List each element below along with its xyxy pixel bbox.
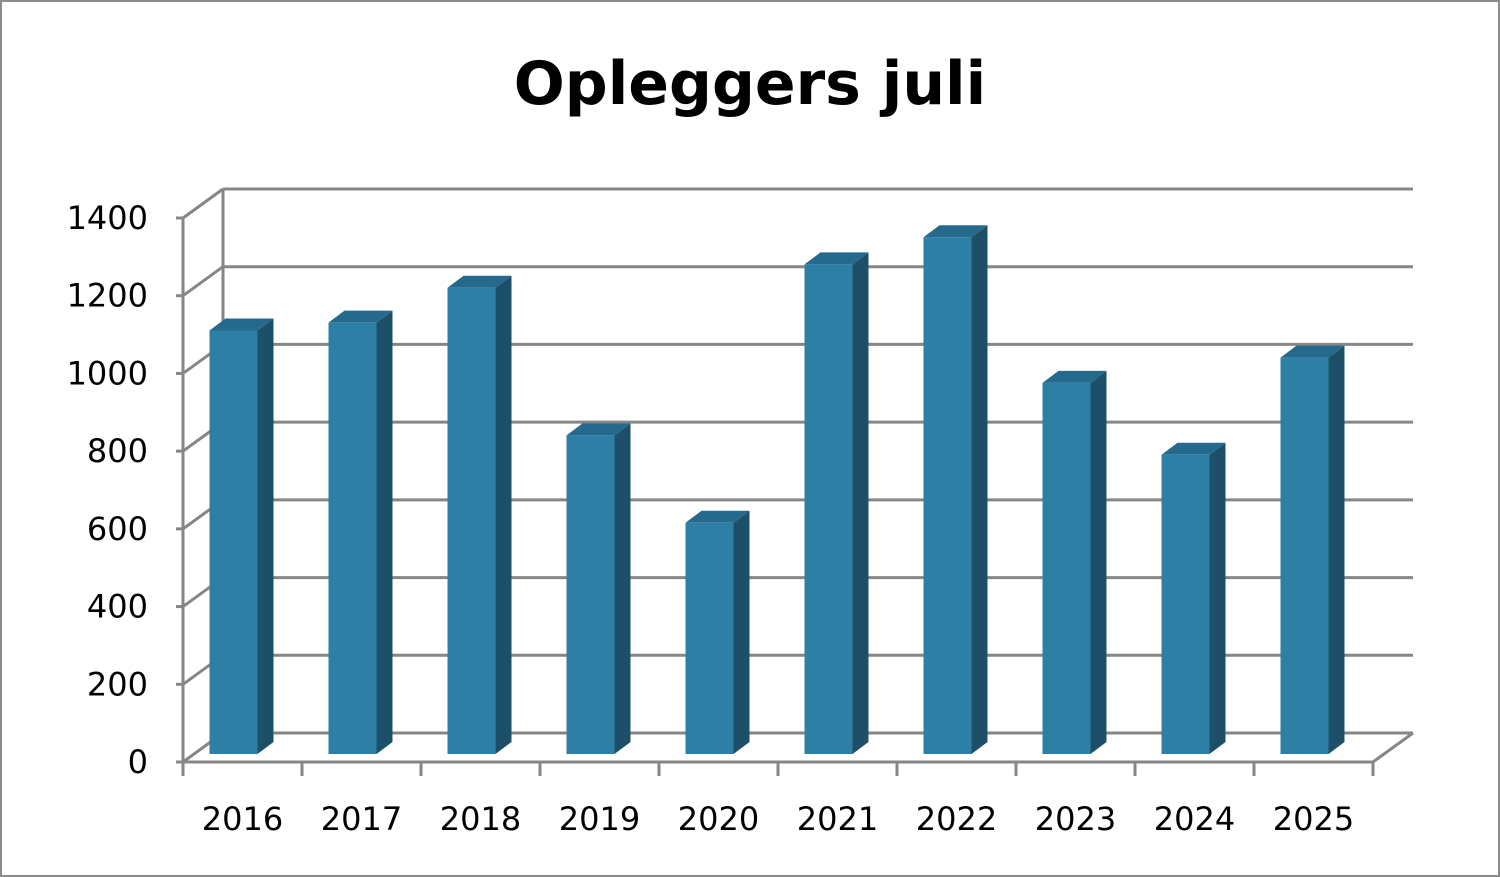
bar-top xyxy=(1280,345,1345,358)
gridline-depth xyxy=(182,265,224,297)
bar xyxy=(209,318,274,754)
y-tick-label: 1400 xyxy=(67,199,148,237)
bar xyxy=(447,275,512,754)
bar-side xyxy=(495,275,512,754)
bar xyxy=(685,510,750,754)
bar-top xyxy=(685,510,750,523)
bar-front xyxy=(209,330,258,754)
bars xyxy=(209,225,1345,754)
bar-side xyxy=(852,252,869,754)
bar-front xyxy=(804,264,853,754)
bar-side xyxy=(614,423,631,754)
bar xyxy=(1161,442,1226,754)
x-tick-label: 2020 xyxy=(678,800,759,838)
bar-front xyxy=(1042,382,1091,754)
bar xyxy=(566,423,631,754)
bar xyxy=(804,252,869,754)
bar-side xyxy=(1209,442,1226,754)
bar-top xyxy=(804,252,869,265)
bar-top xyxy=(1161,442,1226,455)
bar xyxy=(1280,345,1345,754)
bar-side xyxy=(1328,345,1345,754)
bar xyxy=(923,225,988,754)
bar-front xyxy=(328,322,377,754)
y-tick-label: 800 xyxy=(87,432,148,470)
bar-side xyxy=(257,318,274,754)
bar-top xyxy=(447,275,512,288)
bar-front xyxy=(566,435,615,754)
bar-front xyxy=(923,237,972,754)
x-tick-label: 2024 xyxy=(1154,800,1235,838)
bar-top xyxy=(566,423,631,436)
bar-top xyxy=(923,225,988,238)
bar-front xyxy=(685,522,734,754)
y-tick-label: 400 xyxy=(87,588,148,626)
x-tick-label: 2016 xyxy=(202,800,283,838)
bar-front xyxy=(447,287,496,754)
bar-side xyxy=(376,310,393,754)
y-tick-label: 600 xyxy=(87,510,148,548)
bar-side xyxy=(971,225,988,754)
bar-front xyxy=(1161,454,1210,754)
x-tick-label: 2021 xyxy=(797,800,878,838)
y-tick-label: 1200 xyxy=(67,277,148,315)
x-tick-label: 2023 xyxy=(1035,800,1116,838)
x-tick-label: 2019 xyxy=(559,800,640,838)
x-tick-label: 2018 xyxy=(440,800,521,838)
y-tick-label: 200 xyxy=(87,665,148,703)
bar-top xyxy=(1042,370,1107,383)
y-tick-labels: 0 200 400 600 800 1000 1200 1400 xyxy=(67,199,148,781)
bar-front xyxy=(1280,357,1329,754)
bar xyxy=(1042,370,1107,754)
x-tick-label: 2017 xyxy=(321,800,402,838)
x-tick-labels: 2016 2017 2018 2019 2020 2021 2022 2023 2024 2025 xyxy=(202,800,1354,838)
chart-title: Opleggers juli xyxy=(514,49,986,119)
bar-side xyxy=(733,510,750,754)
y-tick-label: 1000 xyxy=(67,354,148,392)
bar-side xyxy=(1090,370,1107,754)
floor-edge xyxy=(1372,731,1414,764)
bar xyxy=(328,310,393,754)
bar-top xyxy=(328,310,393,323)
gridline-depth xyxy=(182,187,224,220)
x-tick-label: 2022 xyxy=(916,800,997,838)
x-tick-label: 2025 xyxy=(1273,800,1354,838)
bar-top xyxy=(209,318,274,331)
y-tick-label: 0 xyxy=(128,743,148,781)
